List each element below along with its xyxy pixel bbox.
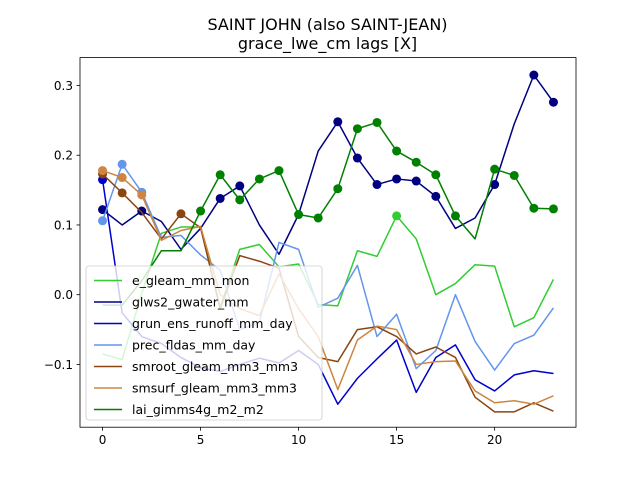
data-point (529, 70, 539, 80)
data-point (274, 166, 284, 176)
legend-item: smroot_gleam_mm3_mm3 (94, 359, 298, 374)
x-tick-label: 5 (197, 433, 205, 447)
data-point (548, 97, 558, 107)
data-point (254, 174, 264, 184)
data-point (490, 164, 500, 174)
data-point (313, 213, 323, 223)
legend-box (85, 265, 323, 421)
data-point (117, 159, 127, 169)
legend-label: smroot_gleam_mm3_mm3 (132, 359, 298, 374)
data-point (372, 117, 382, 127)
data-point (215, 170, 225, 180)
data-point (117, 173, 127, 183)
data-point (98, 216, 108, 226)
y-tick-label: 0.2 (54, 149, 73, 163)
data-point (529, 203, 539, 213)
y-tick-label: −0.1 (44, 358, 73, 372)
x-tick-label: 15 (389, 433, 404, 447)
data-point (509, 170, 519, 180)
x-tick-label: 0 (99, 433, 107, 447)
data-point (215, 193, 225, 203)
legend-item: glws2_gwater_mm (94, 295, 249, 310)
data-point (431, 191, 441, 201)
legend-label: grun_ens_runoff_mm_day (132, 316, 293, 331)
data-point (117, 188, 127, 198)
legend-item: smsurf_gleam_mm3_mm3 (94, 381, 297, 396)
data-point (294, 210, 304, 220)
y-tick-label: 0.1 (54, 218, 73, 232)
plot-frame (79, 57, 577, 428)
data-point (431, 170, 441, 180)
series-smsurf_gleam_mm3_mm3 (98, 166, 554, 405)
series-line (102, 215, 555, 361)
data-point (235, 195, 245, 205)
legend-label: e_gleam_mm_mon (132, 273, 249, 288)
legend: e_gleam_mm_mon glws2_gwater_mm grun_ens_ru… (85, 265, 323, 421)
series-e_gleam_mm_mon (102, 211, 555, 361)
series-line (102, 173, 554, 413)
data-point (490, 180, 500, 190)
data-point (392, 174, 402, 184)
data-point (548, 204, 558, 214)
series-lai_gimms4g_m2_m2 (102, 117, 558, 306)
legend-item: prec_fldas_mm_day (94, 338, 256, 353)
series-line (102, 74, 555, 256)
series-line (101, 163, 555, 371)
data-point (372, 180, 382, 190)
x-tick-label: 10 (291, 433, 306, 447)
data-point (333, 184, 343, 194)
data-point (176, 209, 186, 219)
data-point (392, 146, 402, 156)
data-point (137, 206, 147, 216)
x-tick-label: 20 (487, 433, 502, 447)
data-point (411, 176, 421, 186)
legend-item: lai_gimms4g_m2_m2 (94, 402, 264, 417)
chart-subtitle: grace_lwe_cm lags [X] (238, 34, 417, 54)
series-line (102, 169, 554, 405)
legend-item: grun_ens_runoff_mm_day (94, 316, 293, 331)
data-point (352, 153, 362, 163)
data-point (450, 211, 460, 221)
legend-item: e_gleam_mm_mon (94, 273, 249, 288)
data-point (98, 205, 108, 215)
series-line (102, 121, 554, 306)
y-tick-label: 0.3 (54, 79, 73, 93)
series-glws2_gwater_mm (98, 70, 558, 256)
data-point (196, 206, 206, 216)
data-point (333, 117, 343, 127)
y-axis: −0.1 0.0 0.1 0.2 0.3 (44, 79, 80, 372)
y-tick-label: 0.0 (54, 288, 73, 302)
data-point (137, 190, 147, 200)
legend-label: smsurf_gleam_mm3_mm3 (132, 381, 297, 396)
data-point (411, 157, 421, 167)
x-axis: 0 5 10 15 20 (99, 427, 502, 447)
data-point (98, 166, 108, 176)
legend-label: prec_fldas_mm_day (132, 338, 256, 353)
data-point (235, 181, 245, 191)
chart-title: SAINT JOHN (also SAINT-JEAN) (207, 15, 447, 34)
data-point (392, 211, 402, 221)
data-point (352, 124, 362, 134)
series-layer (98, 70, 558, 413)
legend-label: lai_gimms4g_m2_m2 (132, 402, 264, 417)
legend-label: glws2_gwater_mm (132, 295, 249, 310)
